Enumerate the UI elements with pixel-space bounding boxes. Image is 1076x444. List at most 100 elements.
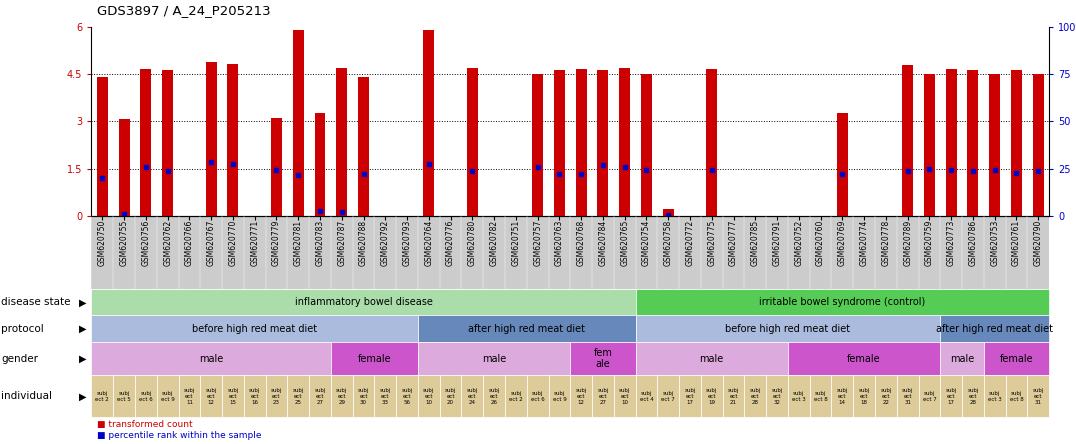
- Text: subj
ect 9: subj ect 9: [160, 391, 174, 402]
- Text: GSM620764: GSM620764: [424, 220, 434, 266]
- Text: subj
ect
19: subj ect 19: [706, 388, 718, 404]
- Text: subj
ect
20: subj ect 20: [444, 388, 456, 404]
- Text: subj
ect 6: subj ect 6: [139, 391, 153, 402]
- Text: GSM620792: GSM620792: [381, 220, 390, 266]
- Text: subj
ect
25: subj ect 25: [293, 388, 303, 404]
- Text: female: female: [847, 353, 881, 364]
- Text: GSM620763: GSM620763: [555, 220, 564, 266]
- Text: GSM620769: GSM620769: [838, 220, 847, 266]
- Text: subj
ect
27: subj ect 27: [597, 388, 609, 404]
- Text: subj
ect
15: subj ect 15: [227, 388, 239, 404]
- Text: ▶: ▶: [79, 391, 86, 401]
- Bar: [597, 70, 608, 216]
- Text: after high red meat diet: after high red meat diet: [936, 324, 1053, 333]
- Text: ■ transformed count: ■ transformed count: [97, 420, 193, 429]
- Bar: [162, 70, 173, 216]
- Text: subj
ect
22: subj ect 22: [880, 388, 892, 404]
- Text: subj
ect 8: subj ect 8: [813, 391, 827, 402]
- Text: subj
ect 8: subj ect 8: [1009, 391, 1023, 402]
- Bar: [533, 74, 543, 216]
- Bar: [467, 68, 478, 216]
- Text: GDS3897 / A_24_P205213: GDS3897 / A_24_P205213: [97, 4, 270, 17]
- Text: subj
ect
23: subj ect 23: [271, 388, 282, 404]
- Text: GSM620754: GSM620754: [642, 220, 651, 266]
- Text: GSM620789: GSM620789: [903, 220, 912, 266]
- Text: disease state: disease state: [1, 297, 71, 307]
- Text: GSM620790: GSM620790: [1034, 220, 1043, 266]
- Bar: [314, 113, 325, 216]
- Text: GSM620757: GSM620757: [533, 220, 542, 266]
- Text: subj
ect
12: subj ect 12: [576, 388, 586, 404]
- Bar: [1033, 74, 1044, 216]
- Text: GSM620787: GSM620787: [337, 220, 346, 266]
- Text: GSM620783: GSM620783: [315, 220, 325, 266]
- Text: ▶: ▶: [79, 297, 86, 307]
- Text: before high red meat diet: before high red meat diet: [193, 324, 317, 333]
- Text: GSM620751: GSM620751: [511, 220, 521, 266]
- Text: male: male: [950, 353, 974, 364]
- Text: GSM620753: GSM620753: [990, 220, 1000, 266]
- Text: subj
ect
12: subj ect 12: [206, 388, 217, 404]
- Bar: [576, 69, 586, 216]
- Text: GSM620793: GSM620793: [402, 220, 411, 266]
- Bar: [641, 74, 652, 216]
- Text: GSM620774: GSM620774: [860, 220, 868, 266]
- Bar: [902, 65, 914, 216]
- Text: subj
ect
56: subj ect 56: [401, 388, 413, 404]
- Text: subj
ect 9: subj ect 9: [552, 391, 566, 402]
- Text: subj
ect 3: subj ect 3: [988, 391, 1002, 402]
- Bar: [337, 68, 348, 216]
- Text: GSM620770: GSM620770: [228, 220, 238, 266]
- Bar: [946, 69, 957, 216]
- Text: subj
ect
16: subj ect 16: [249, 388, 260, 404]
- Text: GSM620760: GSM620760: [816, 220, 825, 266]
- Text: GSM620758: GSM620758: [664, 220, 672, 266]
- Bar: [293, 30, 303, 216]
- Text: GSM620759: GSM620759: [925, 220, 934, 266]
- Text: subj
ect
33: subj ect 33: [380, 388, 391, 404]
- Text: subj
ect
24: subj ect 24: [467, 388, 478, 404]
- Text: GSM620784: GSM620784: [598, 220, 608, 266]
- Text: GSM620775: GSM620775: [707, 220, 717, 266]
- Text: GSM620773: GSM620773: [947, 220, 955, 266]
- Bar: [837, 113, 848, 216]
- Bar: [358, 76, 369, 216]
- Text: gender: gender: [1, 353, 38, 364]
- Text: GSM620750: GSM620750: [98, 220, 107, 266]
- Text: GSM620755: GSM620755: [119, 220, 129, 266]
- Bar: [141, 69, 152, 216]
- Text: GSM620772: GSM620772: [685, 220, 694, 266]
- Text: subj
ect
21: subj ect 21: [727, 388, 739, 404]
- Text: subj
ect
14: subj ect 14: [837, 388, 848, 404]
- Text: GSM620780: GSM620780: [468, 220, 477, 266]
- Text: subj
ect
29: subj ect 29: [336, 388, 348, 404]
- Text: subj
ect
26: subj ect 26: [489, 388, 499, 404]
- Text: subj
ect
17: subj ect 17: [946, 388, 957, 404]
- Text: GSM620766: GSM620766: [185, 220, 194, 266]
- Bar: [118, 119, 129, 216]
- Bar: [706, 69, 718, 216]
- Text: inflammatory bowel disease: inflammatory bowel disease: [295, 297, 433, 307]
- Text: subj
ect 4: subj ect 4: [639, 391, 653, 402]
- Text: GSM620776: GSM620776: [447, 220, 455, 266]
- Text: protocol: protocol: [1, 324, 44, 333]
- Text: subj
ect 3: subj ect 3: [792, 391, 806, 402]
- Text: female: female: [1000, 353, 1033, 364]
- Bar: [423, 30, 435, 216]
- Bar: [227, 64, 239, 216]
- Text: subj
ect
10: subj ect 10: [423, 388, 435, 404]
- Text: subj
ect 6: subj ect 6: [530, 391, 544, 402]
- Bar: [554, 70, 565, 216]
- Text: GSM620777: GSM620777: [730, 220, 738, 266]
- Text: GSM620785: GSM620785: [751, 220, 760, 266]
- Text: subj
ect
28: subj ect 28: [967, 388, 978, 404]
- Text: GSM620781: GSM620781: [294, 220, 302, 266]
- Text: subj
ect
27: subj ect 27: [314, 388, 326, 404]
- Text: subj
ect 7: subj ect 7: [662, 391, 675, 402]
- Text: GSM620752: GSM620752: [794, 220, 804, 266]
- Text: subj
ect 2: subj ect 2: [96, 391, 110, 402]
- Text: GSM620767: GSM620767: [207, 220, 215, 266]
- Bar: [620, 68, 631, 216]
- Text: subj
ect 7: subj ect 7: [922, 391, 936, 402]
- Text: GSM620779: GSM620779: [272, 220, 281, 266]
